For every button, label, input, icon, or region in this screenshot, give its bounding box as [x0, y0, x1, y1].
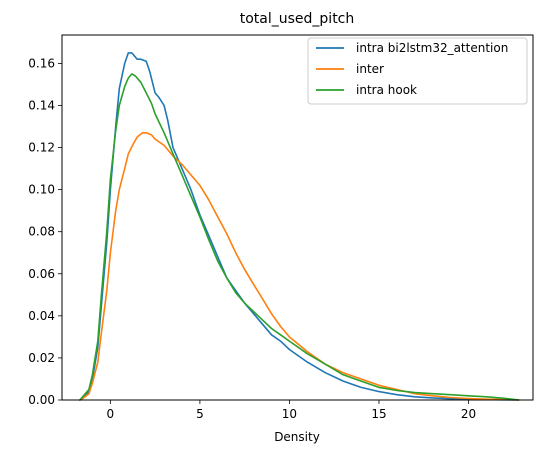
y-tick-label: 0.06	[28, 267, 55, 281]
x-axis: 0 5 10 15 20	[107, 400, 476, 421]
legend-box	[307, 37, 528, 105]
chart-title: total_used_pitch	[240, 11, 355, 27]
y-tick-label: 0.00	[28, 393, 55, 407]
series-line-2	[79, 132, 520, 401]
plot-frame	[61, 34, 534, 401]
y-tick-label: 0.14	[28, 98, 55, 112]
y-tick-label: 0.08	[28, 225, 55, 239]
y-tick-label: 0.12	[28, 141, 55, 155]
plot-lines	[79, 52, 520, 401]
legend-label-1: intra bi2lstm32_attention	[356, 41, 508, 55]
x-axis-label: Density	[274, 430, 320, 444]
y-tick-label: 0.16	[28, 56, 55, 70]
y-axis: 0.00 0.02 0.04 0.06 0.08 0.10 0.12 0.14 0.16	[28, 56, 62, 407]
x-tick-label: 0	[107, 407, 115, 421]
y-tick-label: 0.04	[28, 309, 55, 323]
legend-label-3: intra hook	[356, 83, 417, 97]
x-tick-label: 20	[461, 407, 476, 421]
y-tick-label: 0.02	[28, 351, 55, 365]
series-line-3	[79, 73, 520, 401]
x-tick-label: 15	[371, 407, 386, 421]
legend-label-2: inter	[356, 62, 384, 76]
x-tick-label: 5	[196, 407, 204, 421]
x-tick-label: 10	[282, 407, 297, 421]
y-tick-label: 0.10	[28, 183, 55, 197]
